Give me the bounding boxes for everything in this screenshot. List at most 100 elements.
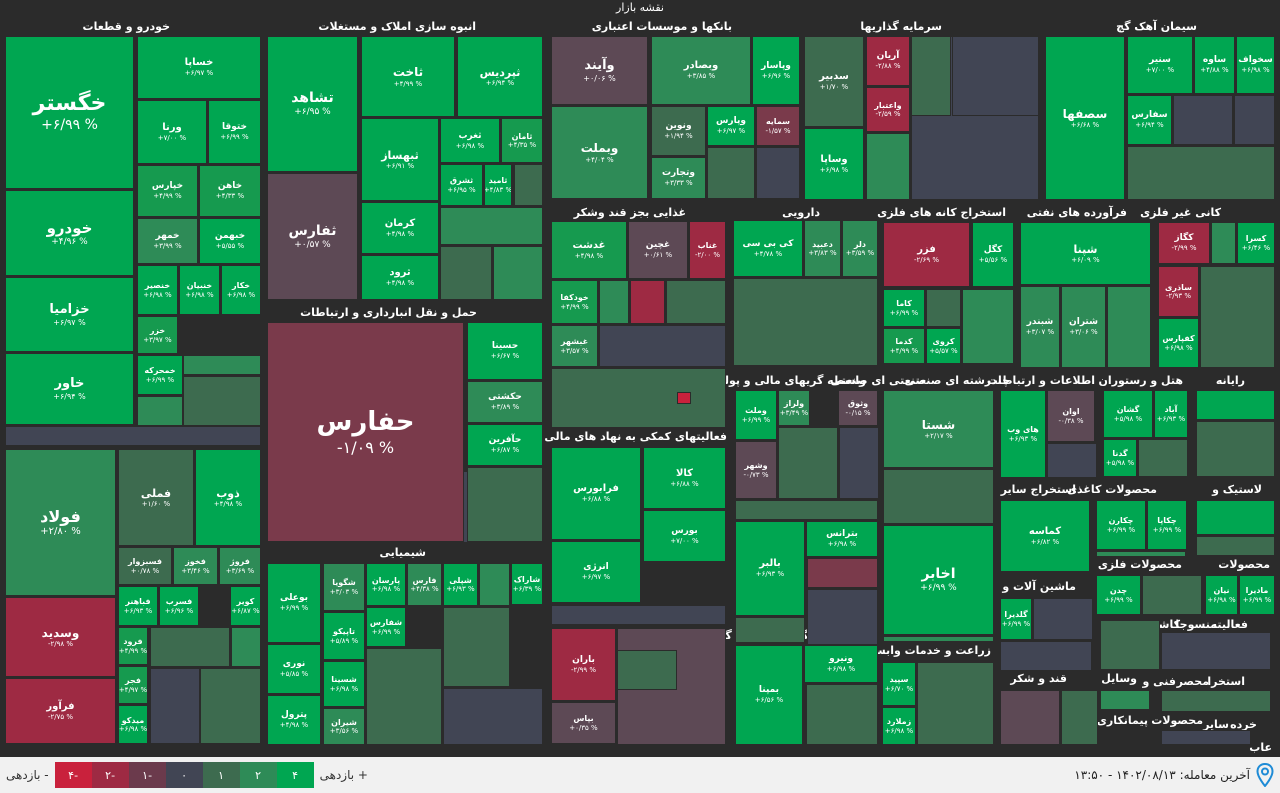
stock-tile-faraboors[interactable]: فرابورس +۶/۸۸ % [551, 447, 641, 540]
stock-tile-gashan[interactable]: گشان +۵/۹۸ % [1103, 390, 1153, 438]
stock-tile-shekoya[interactable]: شگویا +۳/۰۳ % [323, 563, 365, 611]
stock-tile-khodro[interactable]: خودرو +۴/۹۶ % [5, 190, 134, 276]
minor-stock-tile[interactable] [599, 325, 726, 367]
stock-tile-niyan[interactable]: نیان +۶/۹۸ % [1205, 575, 1238, 615]
stock-tile-sharak[interactable]: شاراک +۶/۳۹ % [511, 563, 543, 605]
minor-stock-tile[interactable] [440, 207, 543, 245]
minor-stock-tile[interactable] [200, 668, 261, 744]
minor-stock-tile[interactable] [479, 563, 510, 606]
stock-tile-chedan[interactable]: چدن +۶/۹۹ % [1096, 575, 1141, 615]
minor-stock-tile[interactable] [467, 467, 543, 542]
stock-tile-fahanor[interactable]: فباهنر +۶/۹۳ % [118, 586, 158, 626]
minor-stock-tile[interactable] [1096, 551, 1186, 557]
stock-tile-khamhar[interactable]: خمهر +۳/۹۹ % [137, 218, 198, 264]
minor-stock-tile[interactable] [1196, 536, 1275, 556]
minor-stock-tile[interactable] [926, 289, 961, 327]
minor-stock-tile[interactable] [1161, 690, 1271, 712]
stock-tile-shafaras[interactable]: شفارس +۶/۹۹ % [366, 607, 406, 647]
stock-tile-petrol[interactable]: پترول +۴/۹۸ % [267, 695, 321, 745]
minor-stock-tile[interactable] [866, 133, 910, 200]
stock-tile-sakhari[interactable]: ساذری -۲/۹۳ % [1158, 266, 1199, 317]
stock-tile-shasina[interactable]: شسینا +۶/۹۸ % [323, 661, 365, 707]
stock-tile-khodkafa[interactable]: خودکفا +۴/۹۹ % [551, 280, 598, 324]
minor-stock-tile[interactable] [366, 648, 442, 745]
stock-tile-vatogh[interactable]: وثوق -۰/۱۵ % [838, 390, 878, 426]
minor-stock-tile[interactable] [756, 147, 800, 199]
stock-tile-vniro[interactable]: ونیرو +۶/۹۸ % [804, 645, 878, 683]
stock-tile-khavar[interactable]: خاور +۶/۹۴ % [5, 353, 134, 425]
minor-stock-tile[interactable] [962, 289, 1014, 364]
stock-tile-khasapa[interactable]: خساپا +۶/۹۷ % [137, 36, 261, 99]
minor-stock-tile[interactable] [1127, 146, 1275, 200]
stock-tile-foroz[interactable]: فروژ +۳/۶۹ % [219, 547, 261, 585]
stock-tile-kegol[interactable]: کگل +۵/۵۶ % [972, 222, 1014, 287]
stock-tile-vsapa[interactable]: وساپا +۶/۹۸ % [804, 128, 864, 200]
stock-tile-madira[interactable]: مادیرا +۶/۹۹ % [1239, 575, 1275, 615]
stock-tile-fsarb[interactable]: فسرب +۶/۹۶ % [159, 586, 199, 626]
stock-tile-tapico[interactable]: تاپیکو +۵/۸۹ % [323, 612, 365, 660]
stock-tile-kala[interactable]: کالا +۶/۸۸ % [643, 447, 726, 509]
stock-tile-hkeshti[interactable]: حکشتی +۳/۸۹ % [467, 381, 543, 423]
stock-tile-khazar[interactable]: خزر +۳/۹۷ % [137, 316, 178, 354]
minor-stock-tile[interactable] [806, 684, 878, 745]
stock-tile-khpars[interactable]: خپارس +۴/۹۹ % [137, 165, 198, 217]
minor-stock-tile[interactable] [735, 617, 805, 643]
stock-tile-sadbir[interactable]: سدبیر +۱/۷۰ % [804, 36, 864, 127]
stock-tile-femli[interactable]: فملی +۱/۶۰ % [118, 449, 194, 546]
stock-tile-noori[interactable]: نوری +۵/۸۵ % [267, 644, 321, 694]
minor-stock-tile[interactable] [733, 278, 878, 366]
minor-stock-tile[interactable] [839, 427, 879, 499]
stock-tile-khnibian[interactable]: خنبیان +۶/۹۸ % [179, 265, 220, 315]
stock-tile-kedma[interactable]: کدما +۴/۹۹ % [883, 328, 925, 364]
stock-tile-troud[interactable]: ثرود +۴/۹۸ % [361, 255, 439, 300]
minor-stock-tile[interactable] [183, 376, 261, 426]
minor-stock-tile[interactable] [551, 368, 726, 428]
minor-stock-tile[interactable] [952, 36, 1039, 116]
stock-tile-sanir[interactable]: سنیر +۷/۰۰ % [1127, 36, 1193, 94]
minor-stock-tile[interactable] [1161, 730, 1251, 745]
stock-tile-foroud[interactable]: فرود +۴/۹۹ % [118, 627, 148, 665]
minor-stock-tile[interactable] [1234, 95, 1275, 145]
stock-tile-hafaras[interactable]: حفارس -۱/۰۹ % [267, 322, 464, 542]
minor-stock-tile[interactable] [150, 668, 200, 744]
stock-tile-hasina[interactable]: حسینا +۶/۶۷ % [467, 322, 543, 380]
stock-tile-bamapna[interactable]: بمپنا +۶/۵۶ % [735, 645, 803, 745]
stock-tile-baran[interactable]: باران -۲/۹۹ % [551, 628, 616, 701]
stock-tile-kama[interactable]: کاما +۶/۹۹ % [883, 289, 925, 327]
stock-tile-sfars[interactable]: سفارس +۶/۹۴ % [1127, 95, 1172, 145]
stock-tile-khazamia[interactable]: خزامیا +۶/۹۷ % [5, 277, 134, 352]
minor-stock-tile[interactable] [883, 636, 994, 642]
minor-stock-tile[interactable] [443, 607, 510, 687]
stock-tile-fazar[interactable]: فزر -۲/۶۹ % [883, 222, 970, 287]
stock-tile-geldira[interactable]: گلدیرا +۶/۹۹ % [1000, 598, 1032, 640]
stock-tile-kbc[interactable]: کی بی سی +۴/۷۸ % [733, 220, 803, 277]
stock-tile-butali[interactable]: بوعلی +۶/۹۹ % [267, 563, 321, 643]
minor-stock-tile[interactable] [666, 280, 726, 324]
stock-tile-varna[interactable]: ورنا +۷/۰۰ % [137, 100, 207, 164]
stock-tile-hayweb[interactable]: های وب +۶/۹۳ % [1000, 390, 1046, 478]
stock-tile-karvi[interactable]: کروی +۵/۵۷ % [926, 328, 961, 364]
minor-stock-tile[interactable] [630, 280, 665, 324]
stock-tile-parsan[interactable]: پارسان +۶/۹۸ % [366, 563, 406, 606]
stock-tile-tfars[interactable]: ثفارس +۰/۵۷ % [267, 173, 358, 300]
stock-tile-gheshir[interactable]: غبشهر +۳/۵۷ % [551, 325, 598, 367]
stock-tile-vnovin[interactable]: ونوین +۱/۹۴ % [651, 106, 706, 156]
stock-tile-vasadid[interactable]: وسدید -۲/۹۸ % [5, 597, 116, 677]
stock-tile-vbsader[interactable]: وبصادر +۳/۸۵ % [651, 36, 751, 105]
stock-tile-mikou[interactable]: میدکو +۶/۹۸ % [118, 705, 148, 744]
stock-tile-faravar[interactable]: فرآور -۲/۷۵ % [5, 678, 116, 744]
stock-tile-bours[interactable]: بورس +۷/۰۰ % [643, 510, 726, 562]
minor-stock-tile[interactable] [1211, 222, 1236, 264]
stock-tile-hafarin[interactable]: حآفرین +۶/۸۷ % [467, 424, 543, 466]
minor-stock-tile[interactable] [1196, 390, 1275, 420]
stock-tile-tbahsaz[interactable]: ثبهساز +۶/۹۱ % [361, 118, 439, 201]
stock-tile-skhaf[interactable]: سخواف +۶/۹۸ % [1236, 36, 1275, 94]
minor-stock-tile[interactable] [1138, 439, 1188, 477]
stock-tile-zob[interactable]: ذوب +۴/۹۸ % [195, 449, 261, 546]
stock-tile-fares[interactable]: فارس +۴/۳۸ % [407, 563, 442, 606]
minor-stock-tile[interactable] [551, 605, 726, 625]
minor-stock-tile[interactable] [617, 650, 677, 690]
minor-stock-tile[interactable] [1100, 620, 1160, 670]
stock-tile-dabid[interactable]: دعبید +۳/۸۳ % [804, 220, 841, 277]
minor-stock-tile[interactable] [493, 246, 543, 300]
